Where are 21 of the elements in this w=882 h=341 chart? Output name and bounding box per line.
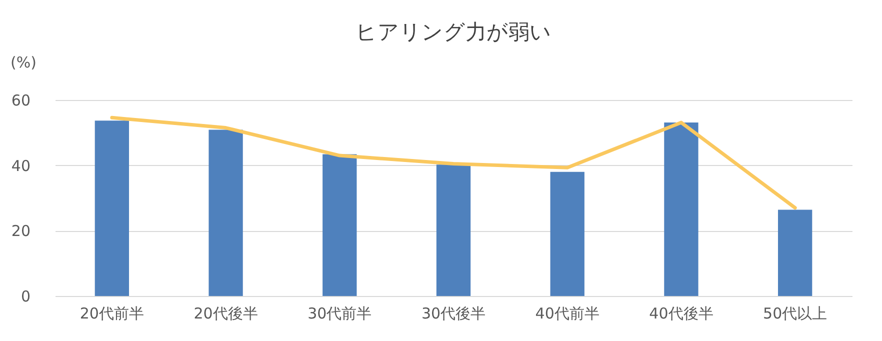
bar bbox=[778, 210, 812, 296]
x-tick-label: 20代前半 bbox=[80, 304, 144, 322]
bar bbox=[208, 130, 243, 296]
x-tick-label: 30代後半 bbox=[421, 304, 486, 322]
y-axis-title: (%) bbox=[10, 54, 36, 72]
bar bbox=[550, 172, 584, 296]
chart-title: ヒアリング力が弱い bbox=[356, 20, 552, 44]
bar bbox=[436, 164, 471, 296]
bar bbox=[322, 154, 357, 296]
y-tick-label: 20 bbox=[11, 222, 30, 240]
x-tick-label: 40代後半 bbox=[649, 304, 714, 322]
bar bbox=[94, 120, 130, 296]
x-tick-label: 50代以上 bbox=[763, 304, 828, 322]
y-tick-label: 0 bbox=[20, 288, 30, 306]
y-tick-label: 60 bbox=[11, 92, 30, 110]
x-tick-label: 40代前半 bbox=[535, 304, 600, 322]
bar bbox=[664, 122, 698, 296]
line-series bbox=[110, 116, 797, 210]
x-tick-label: 20代後半 bbox=[194, 304, 258, 322]
x-tick-label: 30代前半 bbox=[308, 304, 372, 322]
y-tick-label: 40 bbox=[11, 156, 30, 175]
